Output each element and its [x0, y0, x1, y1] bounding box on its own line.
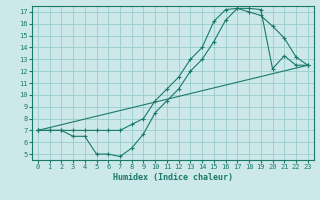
X-axis label: Humidex (Indice chaleur): Humidex (Indice chaleur) [113, 173, 233, 182]
